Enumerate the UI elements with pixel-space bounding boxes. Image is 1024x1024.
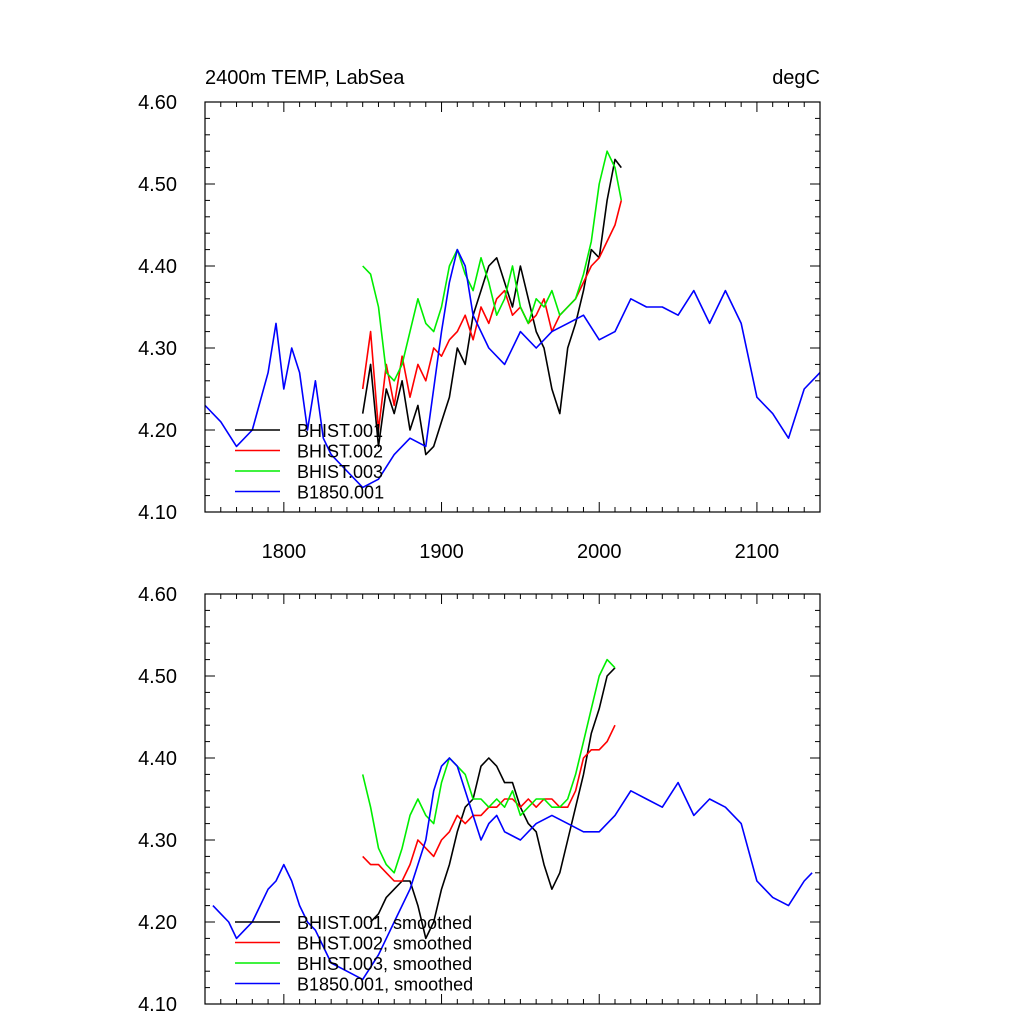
plot-frame xyxy=(204,593,821,1005)
y-tick-label: 4.10 xyxy=(138,502,177,524)
y-tick-label: 4.40 xyxy=(138,748,177,770)
y-tick-label: 4.20 xyxy=(138,912,177,934)
y-tick-label: 4.50 xyxy=(138,174,177,196)
series-line-b1850-001 xyxy=(205,248,820,489)
y-tick-label: 4.50 xyxy=(138,666,177,688)
legend-label: BHIST.001, smoothed xyxy=(297,913,472,933)
y-tick-label: 4.60 xyxy=(138,92,177,114)
series-line-bhist-003-smoothed xyxy=(361,658,616,874)
legend-label: BHIST.001 xyxy=(297,421,383,441)
plot-frame xyxy=(204,101,821,513)
legend-label: BHIST.003 xyxy=(297,462,383,482)
x-tick-label: 1800 xyxy=(262,541,307,563)
x-tick-label: 1900 xyxy=(419,541,464,563)
y-tick-label: 4.10 xyxy=(138,994,177,1016)
y-tick-label: 4.20 xyxy=(138,420,177,442)
panel-1: 2400m TEMP, LabSea degC 4.10 4.20 4.30 4.40 4.… xyxy=(138,67,821,563)
chart-title: 2400m TEMP, LabSea xyxy=(205,67,405,89)
units-label: degC xyxy=(772,67,820,89)
series-group xyxy=(212,658,813,981)
legend-label: B1850.001, smoothed xyxy=(297,975,473,995)
y-tick-label: 4.30 xyxy=(138,338,177,360)
legend-label: B1850.001 xyxy=(297,483,384,503)
series-line-bhist-003 xyxy=(362,150,623,382)
legend-label: BHIST.003, smoothed xyxy=(297,954,472,974)
legend-label: BHIST.002 xyxy=(297,442,383,462)
x-tick-label: 2100 xyxy=(735,541,780,563)
series-line-bhist-002 xyxy=(361,200,623,431)
y-tick-label: 4.30 xyxy=(138,830,177,852)
legend-label: BHIST.002, smoothed xyxy=(297,934,472,954)
series-group xyxy=(205,150,820,489)
y-tick-label: 4.40 xyxy=(138,256,177,278)
series-line-b1850-001-smoothed xyxy=(212,757,813,981)
series-line-bhist-001 xyxy=(361,158,622,456)
y-tick-label: 4.60 xyxy=(138,584,177,606)
x-tick-label: 2000 xyxy=(577,541,622,563)
panel-2: 4.10 4.20 4.30 4.40 4.50 4.60 BHIST.001, smoot… xyxy=(138,584,821,1016)
